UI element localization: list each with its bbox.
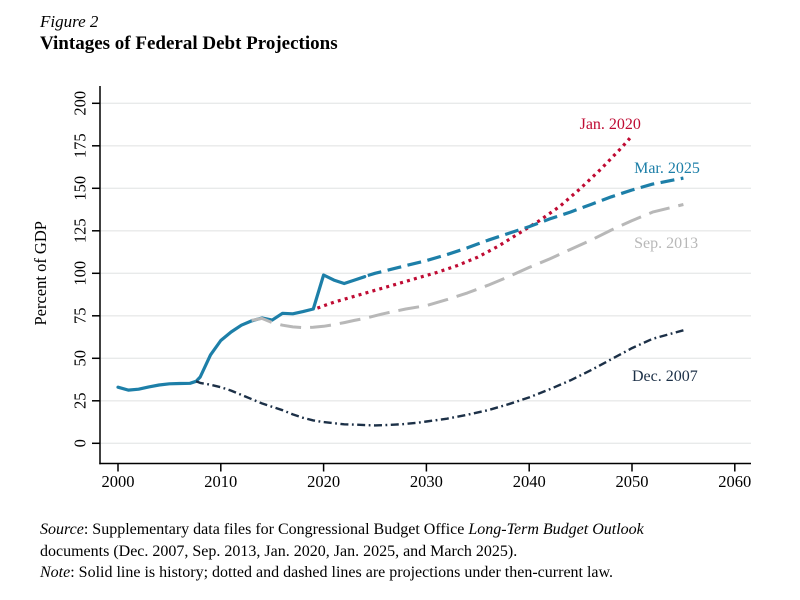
note-text: : Solid line is history; dotted and dash…: [70, 564, 614, 581]
y-tick-label-25: 25: [71, 393, 90, 410]
y-tick-label-100: 100: [71, 261, 90, 286]
x-tick-label-2000: 2000: [102, 472, 135, 491]
x-tick-label-2040: 2040: [513, 472, 546, 491]
source-label: Source: [40, 521, 84, 538]
series-line-history: [116, 273, 367, 392]
series-line-mar-2025: [367, 176, 684, 278]
x-tick-label-2050: 2050: [616, 472, 649, 491]
y-tick-label-75: 75: [71, 308, 90, 325]
y-tick-label-125: 125: [71, 218, 90, 243]
series-label-sep-2013: Sep. 2013: [634, 235, 698, 252]
methodology-note: Note: Solid line is history; dotted and …: [40, 562, 766, 584]
y-tick-label-0: 0: [71, 439, 90, 447]
y-tick-label-50: 50: [71, 350, 90, 367]
source-publication-title: Long-Term Budget Outlook: [468, 521, 644, 538]
source-note: Source: Supplementary data files for Con…: [40, 519, 766, 562]
y-tick-label-200: 200: [71, 91, 90, 116]
figure-label: Figure 2: [40, 12, 99, 31]
series-label-dec-2007: Dec. 2007: [632, 368, 698, 385]
series-label-mar-2025: Mar. 2025: [634, 160, 700, 177]
x-tick-label-2020: 2020: [307, 472, 340, 491]
source-text-continued: documents (Dec. 2007, Sep. 2013, Jan. 20…: [40, 542, 518, 560]
x-tick-label-2030: 2030: [410, 472, 443, 491]
x-tick-label-2060: 2060: [718, 472, 751, 491]
x-tick-label-2010: 2010: [204, 472, 237, 491]
y-tick-label-175: 175: [71, 133, 90, 158]
note-label: Note: [40, 564, 71, 581]
series-line-sep-2013: [251, 203, 684, 330]
y-tick-label-150: 150: [71, 176, 90, 201]
y-axis-title: Percent of GDP: [31, 221, 50, 325]
series-line-dec-2007: [195, 329, 684, 427]
series-line-jan-2020: [316, 137, 632, 310]
figure-header: Figure 2 Vintages of Federal Debt Projec…: [40, 12, 338, 55]
figure-title: Vintages of Federal Debt Projections: [40, 33, 338, 54]
series-label-jan-2020: Jan. 2020: [580, 116, 641, 133]
figure-footnotes: Source: Supplementary data files for Con…: [40, 519, 766, 584]
source-text: : Supplementary data files for Congressi…: [83, 521, 469, 538]
